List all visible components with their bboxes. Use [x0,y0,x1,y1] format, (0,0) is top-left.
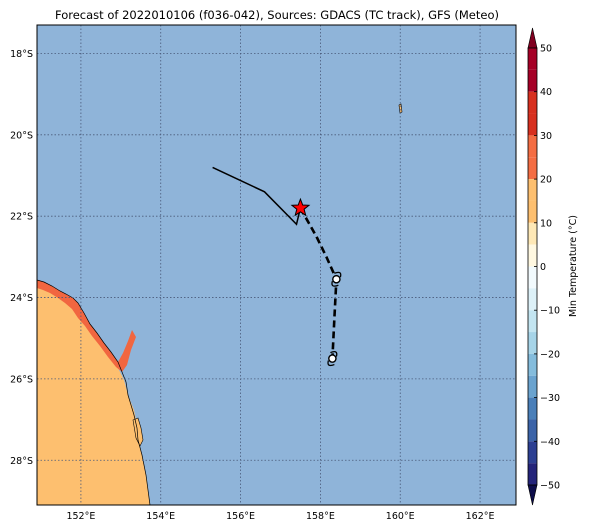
colorbar-bin [528,375,537,398]
colorbar-tick-label: 30 [540,131,552,142]
cyclone-track-layer [212,166,342,367]
colorbar-tick-label: 10 [540,218,552,229]
colorbar-bin [528,244,537,267]
past-track-line [212,166,302,226]
longitude-label: 162°E [466,511,495,522]
colorbar-bins [527,27,538,506]
colorbar-bin [528,91,537,114]
longitude-label: 152°E [66,511,95,522]
colorbar-bin [528,353,537,376]
latitude-label: 28°S [10,456,33,467]
colorbar-tick-label: −30 [540,393,560,404]
colorbar-bin [528,266,537,289]
latitude-label: 26°S [10,374,33,385]
colorbar-bin [528,332,537,354]
coastline [37,279,151,505]
latitude-label: 24°S [10,293,33,304]
colorbar-bin [528,69,537,92]
colorbar-bin [528,157,537,180]
colorbar-tick-label: 0 [540,262,546,273]
colorbar-bin [528,310,537,333]
map-title: Forecast of 2022010106 (f036-042), Sourc… [55,8,499,22]
latitude-label: 20°S [10,130,33,141]
current-position-star-icon [290,197,311,217]
colorbar-tick-label: −10 [540,306,560,317]
longitude-labels: 152°E 154°E 156°E 158°E 160°E 162°E [66,511,494,522]
colorbar-bin [528,288,537,311]
colorbar-tick-label: 50 [540,44,552,55]
latitude-labels: 18°S 20°S 22°S 24°S 26°S 28°S [10,49,33,467]
fraser-island [132,417,144,447]
latitude-label: 22°S [10,212,33,223]
forecast-track-line [299,207,338,359]
longitude-label: 158°E [306,511,335,522]
australia-land [37,283,150,505]
coastal-warm-band [37,280,136,372]
colorbar-bin [528,179,537,201]
colorbar-tick-label: 40 [540,87,552,98]
colorbar-tick-label: −20 [540,349,560,360]
colorbar-bin [528,200,537,223]
longitude-label: 154°E [146,511,175,522]
colorbar-extend-bottom [527,484,538,506]
colorbar-ticks: 50 40 30 20 10 0 −10 −20 −30 −40 −50 [534,44,560,492]
graticule [37,25,516,505]
cyclone-symbol-icon [331,271,342,287]
map-frame [36,24,517,506]
colorbar-tick-label: −40 [540,437,560,448]
cyclone-symbol-icon [327,351,338,367]
colorbar-bin [528,397,537,420]
colorbar-tick-label: 20 [540,175,552,186]
colorbar-bin [528,441,537,464]
colorbar-extend-top [527,27,538,49]
colorbar-bin [528,48,537,70]
map-panel: 152°E 154°E 156°E 158°E 160°E 162°E 18°S 20°S 2… [10,24,517,522]
colorbar-bin [528,113,537,136]
colorbar-bin [528,463,537,485]
colorbar: 50 40 30 20 10 0 −10 −20 −30 −40 −50 Min Temperatu… [527,27,579,506]
longitude-label: 156°E [226,511,255,522]
colorbar-bin [528,135,537,158]
colorbar-tick-label: −50 [540,481,560,492]
colorbar-bin [528,419,537,442]
colorbar-bin [528,222,537,245]
colorbar-label: Min Temperature (°C) [568,215,579,317]
longitude-label: 160°E [386,511,415,522]
coral-sea-islet [398,103,403,114]
latitude-label: 18°S [10,49,33,60]
